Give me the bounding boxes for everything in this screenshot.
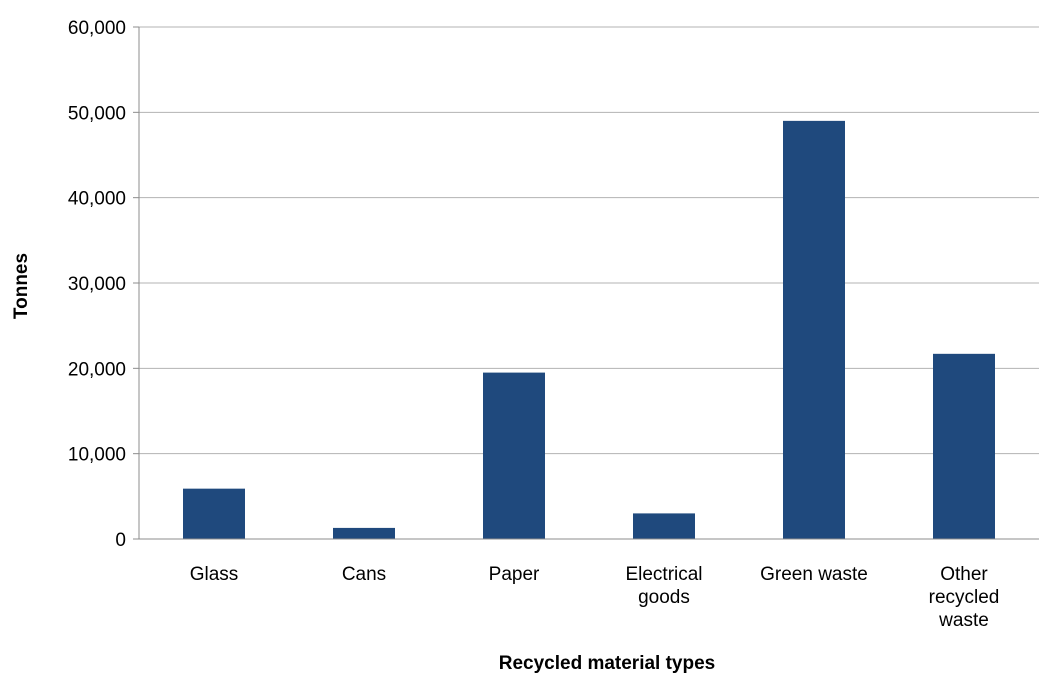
y-tick-label: 10,000 bbox=[68, 445, 126, 466]
x-tick-label: Electrical goods bbox=[625, 564, 702, 608]
bar bbox=[633, 513, 695, 539]
axes bbox=[133, 26, 1039, 540]
y-tick-label: 20,000 bbox=[68, 359, 126, 380]
bar bbox=[333, 527, 395, 539]
x-tick-label: Cans bbox=[342, 564, 386, 585]
gridlines bbox=[139, 26, 1039, 455]
x-tick-labels: Glass Cans Paper Electrical goods Green waste… bbox=[190, 564, 1000, 631]
x-tick-label: Paper bbox=[489, 564, 540, 585]
y-tick-label: 0 bbox=[115, 530, 126, 551]
bar bbox=[933, 353, 995, 539]
x-tick-label: Glass bbox=[190, 564, 239, 585]
bar bbox=[783, 120, 845, 539]
x-tick-label: Other recycled waste bbox=[929, 564, 1000, 631]
y-tick-labels: 0 10,000 20,000 30,000 40,000 50,000 60,000 bbox=[68, 18, 126, 551]
y-tick-label: 40,000 bbox=[68, 189, 126, 210]
y-tick-label: 30,000 bbox=[68, 274, 126, 295]
bar bbox=[183, 488, 245, 539]
y-tick-label: 50,000 bbox=[68, 103, 126, 124]
bars bbox=[183, 120, 995, 539]
x-tick-label: Green waste bbox=[760, 564, 868, 585]
bar bbox=[483, 372, 545, 539]
x-axis-title: Recycled material types bbox=[499, 653, 716, 674]
y-axis-title: Tonnes bbox=[11, 253, 32, 319]
y-tick-label: 60,000 bbox=[68, 18, 126, 39]
